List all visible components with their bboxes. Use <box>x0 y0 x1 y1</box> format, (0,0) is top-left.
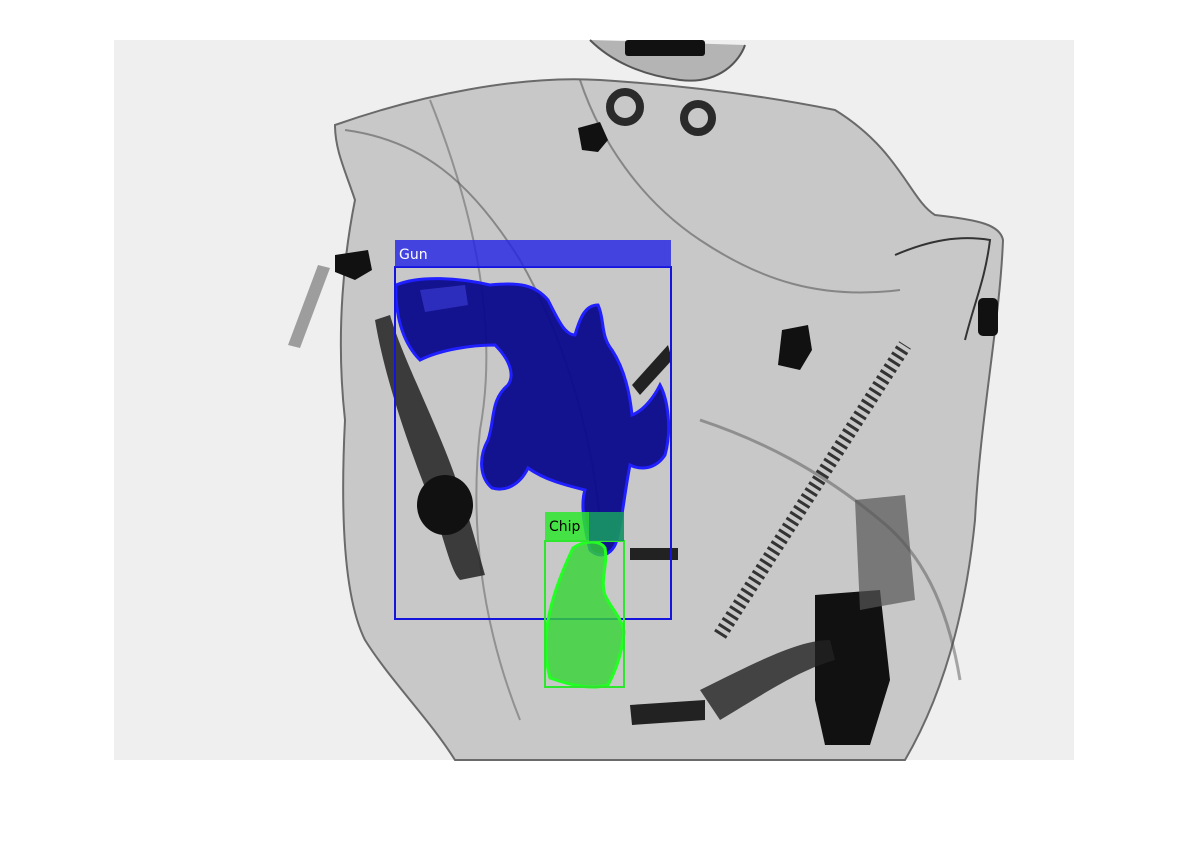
strap-left <box>288 265 330 348</box>
gun-cylinder-highlight <box>420 285 468 312</box>
gun-mask <box>394 277 671 557</box>
coil-wire <box>894 237 992 341</box>
chip-mask <box>544 540 626 689</box>
bag-fold-3 <box>429 99 521 721</box>
connector <box>630 548 678 560</box>
ring-left <box>606 88 644 126</box>
coil-spring <box>714 341 911 639</box>
clip-1 <box>578 122 608 152</box>
device-bottom-right <box>815 590 890 745</box>
clip-3 <box>778 325 812 370</box>
gun-label-bg <box>395 240 671 267</box>
device-strap <box>700 640 835 720</box>
circuit-board <box>855 495 915 610</box>
chip-label-overlap <box>589 512 624 541</box>
right-strip <box>632 345 672 395</box>
gun-detection: Gun <box>394 240 672 620</box>
chip-detection: Chip <box>544 512 626 689</box>
top-buckle <box>625 40 705 56</box>
ring-right <box>680 100 716 136</box>
clip-4 <box>978 298 998 336</box>
gun-label: Gun <box>399 247 428 263</box>
left-handle-knob <box>417 475 473 535</box>
chip-label: Chip <box>549 519 581 535</box>
lower-object <box>630 700 705 725</box>
clip-2 <box>335 250 372 280</box>
